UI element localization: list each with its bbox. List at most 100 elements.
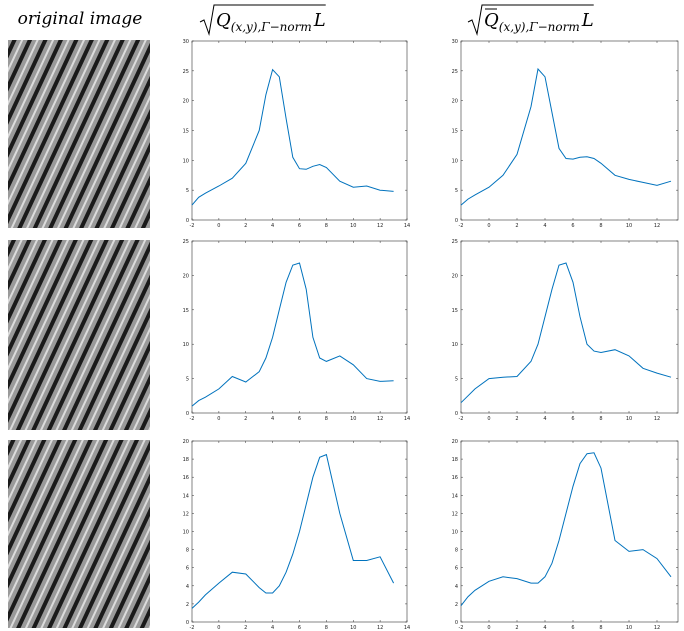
x-tick-label: 8	[325, 625, 328, 631]
x-tick-label: 2	[515, 416, 518, 422]
column-title: Q(x,y),Γ−norm L	[467, 4, 594, 36]
sqrt-sign	[199, 4, 326, 36]
line	[460, 452, 672, 607]
tiger-image	[8, 440, 150, 628]
plot-frame	[460, 240, 679, 414]
y-tick-label: 0	[455, 620, 458, 626]
title-symbol: Q	[484, 10, 499, 31]
y-tick-label: 10	[183, 530, 189, 536]
x-tick-label: 10	[626, 625, 632, 631]
x-tick-label: 4	[543, 625, 546, 631]
x-tick-label: 4	[271, 625, 274, 631]
y-tick-label: 25	[452, 69, 458, 75]
title-formula: Q(x,y),Γ−norm L	[216, 10, 326, 34]
y-tick-label: 16	[183, 475, 189, 481]
y-tick-label: 10	[183, 342, 189, 348]
x-tick-label: 2	[515, 223, 518, 229]
y-tick-label: 10	[183, 158, 189, 164]
title-variable: L	[581, 10, 594, 31]
x-tick-label: 10	[626, 416, 632, 422]
y-tick-label: 20	[183, 99, 189, 105]
x-tick-label: 10	[350, 416, 356, 422]
x-tick-label: 8	[599, 416, 602, 422]
x-tick-label: 12	[377, 416, 383, 422]
x-tick-label: 14	[404, 416, 410, 422]
x-tick-label: 0	[487, 416, 490, 422]
title-subscript: (x,y),Γ−norm	[499, 20, 580, 34]
tiger-image	[8, 240, 150, 430]
sqrt-sign	[467, 4, 594, 36]
x-tick-label: 6	[571, 223, 574, 229]
x-tick-label: 0	[217, 223, 220, 229]
x-tick-label: 0	[217, 625, 220, 631]
x-tick-label: 2	[244, 223, 247, 229]
y-tick-label: 12	[183, 511, 189, 517]
x-tick-label: 12	[654, 223, 660, 229]
x-tick-label: 4	[543, 223, 546, 229]
column-title: original image	[18, 9, 143, 29]
y-tick-label: 25	[183, 239, 189, 245]
y-tick-label: 20	[183, 273, 189, 279]
y-tick-label: 0	[455, 218, 458, 224]
x-tick-label: 6	[571, 416, 574, 422]
y-tick-label: 25	[452, 239, 458, 245]
y-tick-label: 0	[186, 411, 189, 417]
y-tick-label: 2	[455, 602, 458, 608]
y-tick-label: 4	[455, 584, 458, 590]
x-tick-label: 8	[599, 625, 602, 631]
y-tick-label: 20	[452, 99, 458, 105]
x-tick-label: 10	[626, 223, 632, 229]
plot-frame	[460, 440, 679, 623]
x-tick-label: 14	[404, 223, 410, 229]
y-tick-label: 14	[183, 493, 189, 499]
line	[191, 453, 395, 609]
x-tick-label: 6	[298, 416, 301, 422]
x-tick-label: 6	[298, 223, 301, 229]
y-tick-label: 30	[183, 39, 189, 45]
y-tick-label: 4	[186, 584, 189, 590]
x-tick-label: 8	[325, 223, 328, 229]
title-subscript: (x,y),Γ−norm	[231, 20, 312, 34]
x-tick-label: 12	[654, 416, 660, 422]
x-tick-label: -2	[190, 223, 195, 229]
line	[460, 262, 672, 404]
line	[191, 68, 394, 206]
x-tick-label: 4	[271, 416, 274, 422]
y-tick-label: 12	[452, 511, 458, 517]
y-tick-label: 10	[452, 158, 458, 164]
x-tick-label: 6	[571, 625, 574, 631]
y-tick-label: 6	[186, 566, 189, 572]
y-tick-label: 6	[455, 566, 458, 572]
y-tick-label: 14	[452, 493, 458, 499]
y-tick-label: 18	[183, 457, 189, 463]
tiger-image	[8, 40, 150, 228]
y-tick-label: 10	[452, 342, 458, 348]
x-tick-label: 0	[487, 223, 490, 229]
y-tick-label: 5	[455, 377, 458, 383]
y-tick-label: 5	[455, 188, 458, 194]
x-tick-label: -2	[459, 625, 464, 631]
x-tick-label: 0	[487, 625, 490, 631]
y-tick-label: 30	[452, 39, 458, 45]
y-tick-label: 25	[183, 69, 189, 75]
y-tick-label: 16	[452, 475, 458, 481]
x-tick-label: -2	[459, 223, 464, 229]
x-tick-label: 2	[244, 416, 247, 422]
y-tick-label: 15	[183, 308, 189, 314]
x-tick-label: 8	[599, 223, 602, 229]
x-tick-label: 2	[244, 625, 247, 631]
x-tick-label: 6	[298, 625, 301, 631]
y-tick-label: 0	[455, 411, 458, 417]
line	[191, 262, 394, 407]
line	[460, 67, 672, 206]
x-tick-label: 10	[350, 223, 356, 229]
y-tick-label: 15	[452, 129, 458, 135]
x-tick-label: -2	[190, 625, 195, 631]
plot-frame	[460, 40, 679, 221]
title-variable: L	[313, 10, 326, 31]
y-tick-label: 20	[183, 439, 189, 445]
x-tick-label: 2	[515, 625, 518, 631]
x-tick-label: 8	[325, 416, 328, 422]
y-tick-label: 0	[186, 620, 189, 626]
plot-frame	[191, 40, 408, 221]
